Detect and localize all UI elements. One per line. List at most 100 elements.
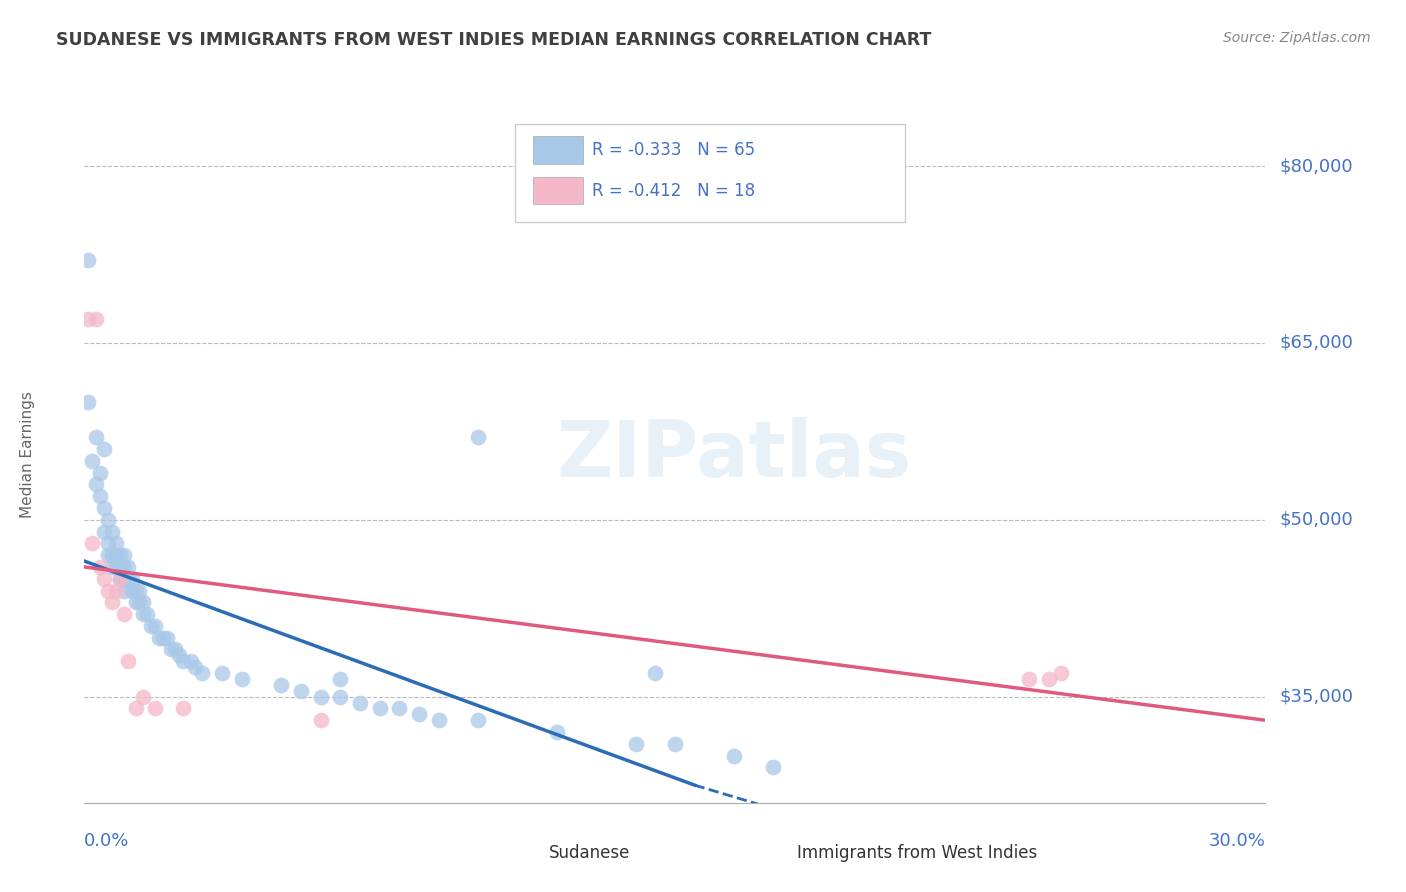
Point — [104, 583, 127, 598]
Point — [644, 666, 666, 681]
Point — [211, 666, 233, 681]
FancyBboxPatch shape — [516, 124, 905, 222]
Text: $35,000: $35,000 — [1279, 688, 1354, 706]
Text: Source: ZipAtlas.com: Source: ZipAtlas.com — [1223, 31, 1371, 45]
Text: Median Earnings: Median Earnings — [20, 392, 35, 518]
Text: ZIPatlas: ZIPatlas — [557, 417, 911, 493]
Point — [124, 701, 146, 715]
Point — [180, 654, 202, 668]
Point — [93, 500, 115, 515]
FancyBboxPatch shape — [533, 136, 582, 164]
Point — [723, 748, 745, 763]
Point — [128, 595, 150, 609]
Point — [84, 430, 107, 444]
Point — [112, 560, 135, 574]
Point — [112, 548, 135, 562]
Point — [82, 454, 104, 468]
Point — [108, 572, 131, 586]
Point — [77, 312, 100, 326]
Point — [117, 560, 139, 574]
Point — [172, 701, 194, 715]
Point — [183, 660, 205, 674]
Point — [84, 312, 107, 326]
Point — [132, 607, 155, 621]
Point — [108, 560, 131, 574]
Point — [121, 572, 143, 586]
Point — [101, 595, 124, 609]
Point — [112, 572, 135, 586]
Text: R = -0.333   N = 65: R = -0.333 N = 65 — [592, 141, 755, 159]
Point — [309, 713, 332, 727]
Point — [112, 583, 135, 598]
Text: R = -0.412   N = 18: R = -0.412 N = 18 — [592, 182, 755, 200]
Point — [117, 572, 139, 586]
Text: 0.0%: 0.0% — [84, 832, 129, 850]
Point — [427, 713, 450, 727]
Point — [309, 690, 332, 704]
Point — [77, 253, 100, 268]
Point — [664, 737, 686, 751]
Point — [97, 583, 120, 598]
Point — [104, 548, 127, 562]
Point — [84, 477, 107, 491]
Point — [108, 548, 131, 562]
Point — [546, 725, 568, 739]
Point — [101, 548, 124, 562]
Point — [132, 595, 155, 609]
Point — [467, 430, 489, 444]
Point — [231, 672, 253, 686]
Text: $65,000: $65,000 — [1279, 334, 1354, 351]
Point — [329, 672, 352, 686]
Point — [349, 696, 371, 710]
Point — [128, 583, 150, 598]
Point — [163, 642, 186, 657]
Point — [89, 466, 111, 480]
Point — [624, 737, 647, 751]
FancyBboxPatch shape — [502, 839, 544, 867]
Point — [270, 678, 292, 692]
Point — [191, 666, 214, 681]
Point — [101, 560, 124, 574]
Point — [101, 524, 124, 539]
Point — [132, 690, 155, 704]
Point — [93, 572, 115, 586]
Point — [104, 536, 127, 550]
Point — [160, 642, 183, 657]
Point — [388, 701, 411, 715]
Point — [143, 701, 166, 715]
Point — [121, 583, 143, 598]
Point — [89, 560, 111, 574]
Point — [329, 690, 352, 704]
Point — [93, 524, 115, 539]
Point — [141, 619, 163, 633]
Point — [89, 489, 111, 503]
Point — [148, 631, 170, 645]
Text: $80,000: $80,000 — [1279, 157, 1353, 175]
Point — [152, 631, 174, 645]
Point — [112, 607, 135, 621]
Point — [762, 760, 785, 774]
Point — [156, 631, 179, 645]
Point — [290, 683, 312, 698]
FancyBboxPatch shape — [533, 177, 582, 204]
Text: $50,000: $50,000 — [1279, 511, 1354, 529]
Point — [108, 572, 131, 586]
Point — [97, 548, 120, 562]
Point — [1049, 666, 1071, 681]
Point — [467, 713, 489, 727]
Point — [97, 513, 120, 527]
Point — [104, 560, 127, 574]
Point — [124, 583, 146, 598]
Point — [117, 654, 139, 668]
Point — [82, 536, 104, 550]
Text: Immigrants from West Indies: Immigrants from West Indies — [797, 844, 1036, 862]
FancyBboxPatch shape — [749, 839, 792, 867]
Point — [368, 701, 391, 715]
Point — [167, 648, 190, 663]
Point — [97, 536, 120, 550]
Point — [93, 442, 115, 456]
Text: Sudanese: Sudanese — [548, 844, 630, 862]
Point — [77, 395, 100, 409]
Text: 30.0%: 30.0% — [1209, 832, 1265, 850]
Point — [108, 560, 131, 574]
